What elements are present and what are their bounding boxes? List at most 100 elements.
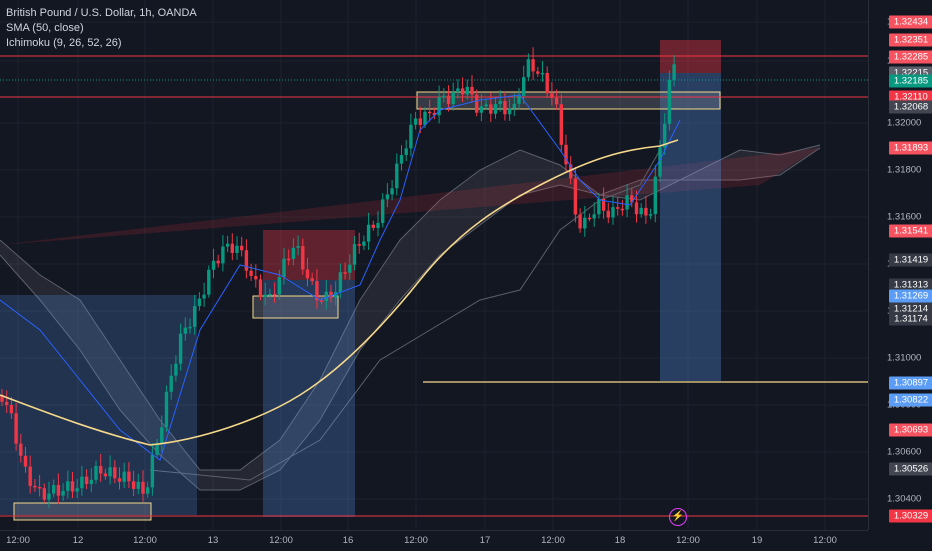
candle-body: [498, 100, 502, 105]
candle-body: [80, 476, 84, 489]
candle-body: [37, 486, 42, 489]
candle-body: [99, 466, 103, 474]
candle-body: [202, 294, 206, 299]
time-tick-label: 19: [751, 535, 763, 546]
price-tag[interactable]: 1.31893: [889, 141, 932, 155]
candle-body: [131, 481, 136, 489]
candle-body: [296, 246, 300, 248]
candle-body: [23, 455, 28, 467]
candle-body: [352, 244, 357, 265]
price-tick-label: 1.30600: [887, 446, 922, 458]
candle-body: [489, 104, 493, 114]
candle-body: [287, 258, 291, 261]
price-tag[interactable]: 1.31541: [889, 224, 932, 238]
price-tag[interactable]: 1.32351: [889, 33, 932, 47]
time-tick-label: 12:00: [676, 535, 700, 546]
long-position-box: [0, 295, 197, 515]
candle-body: [169, 375, 173, 392]
chart-legend: British Pound / U.S. Dollar, 1h, OANDA S…: [6, 6, 197, 51]
candle-body: [601, 198, 606, 211]
candle-body: [324, 291, 328, 302]
candle-body: [559, 104, 563, 145]
price-tag[interactable]: 1.32110: [889, 90, 932, 104]
price-tick-label: 1.32000: [887, 117, 922, 129]
candle-body: [522, 77, 526, 96]
ichimoku-lagging-span: [149, 149, 661, 481]
candle-body: [376, 223, 380, 228]
candle-body: [592, 214, 596, 219]
candle-body: [385, 194, 390, 200]
candle-body: [164, 391, 169, 428]
candle-body: [583, 217, 587, 229]
ichimoku-cloud-red: [0, 148, 820, 245]
candle-body: [155, 443, 159, 455]
candle-body: [597, 198, 601, 215]
price-axis[interactable]: 1.324001.322001.320001.318001.316001.314…: [868, 0, 932, 530]
candle-body: [620, 208, 625, 211]
price-tag[interactable]: 1.30526: [889, 462, 932, 476]
candle-body: [225, 243, 230, 247]
time-tick-label: 12:00: [6, 535, 30, 546]
candle-body: [381, 199, 385, 224]
candle-body: [235, 245, 239, 253]
price-tag[interactable]: 1.32185: [889, 74, 932, 88]
price-tag[interactable]: 1.31269: [889, 289, 932, 303]
target-zone-box: [660, 73, 721, 381]
candle-body: [117, 478, 122, 482]
lightning-icon[interactable]: ⚡: [669, 508, 687, 526]
candle-body: [446, 95, 451, 105]
candle-body: [122, 471, 126, 482]
candle-body: [573, 178, 578, 215]
price-tag[interactable]: 1.30822: [889, 393, 932, 407]
price-tag[interactable]: 1.31313: [889, 278, 932, 292]
candle-body: [479, 106, 484, 113]
candle-body: [84, 476, 89, 485]
candle-body: [484, 104, 488, 107]
price-tag[interactable]: 1.30897: [889, 376, 932, 390]
price-tag[interactable]: 1.32285: [889, 50, 932, 64]
candle-body: [33, 485, 37, 488]
price-tick-label: 1.31600: [887, 211, 922, 223]
price-tag[interactable]: 1.31419: [889, 253, 932, 267]
price-tag[interactable]: 1.30693: [889, 423, 932, 437]
ichimoku-indicator-label[interactable]: Ichimoku (9, 26, 52, 26): [6, 37, 122, 49]
candle-body: [136, 481, 140, 489]
candle-body: [531, 59, 535, 72]
candle-body: [587, 217, 592, 220]
chart-area[interactable]: British Pound / U.S. Dollar, 1h, OANDA S…: [0, 0, 868, 530]
price-tick-label: 1.31000: [887, 352, 922, 364]
candle-body: [442, 95, 446, 98]
price-chart[interactable]: [0, 0, 868, 530]
candle-body: [183, 327, 187, 334]
price-tag[interactable]: 1.32434: [889, 15, 932, 29]
price-tag[interactable]: 1.31214: [889, 302, 932, 316]
candle-body: [329, 291, 333, 298]
candle-body: [423, 111, 427, 125]
price-tag[interactable]: 1.30329: [889, 509, 932, 523]
candle-body: [207, 269, 211, 295]
resistance-zone: [416, 91, 721, 110]
candle-body: [554, 97, 559, 105]
candle-body: [291, 247, 296, 259]
candle-body: [197, 298, 202, 307]
candle-body: [404, 148, 408, 156]
candle-body: [146, 487, 150, 494]
candle-body: [19, 443, 23, 456]
candle-body: [14, 413, 18, 444]
candle-body: [61, 490, 65, 496]
candle-body: [334, 292, 338, 298]
time-tick-label: 12:00: [269, 535, 293, 546]
candle-body: [625, 195, 629, 210]
price-tag[interactable]: 1.32068: [889, 100, 932, 114]
candle-body: [315, 281, 319, 301]
symbol-title[interactable]: British Pound / U.S. Dollar, 1h, OANDA: [6, 7, 197, 19]
candle-body: [174, 363, 178, 376]
candle-body: [319, 300, 324, 302]
candle-body: [540, 72, 545, 75]
candle-body: [127, 471, 131, 482]
price-tag[interactable]: 1.31174: [889, 312, 932, 326]
time-axis[interactable]: 12:00 12 12:00 13 12:00 16 12:00 17 12:00 18 12:00…: [0, 530, 868, 551]
sma-indicator-label[interactable]: SMA (50, close): [6, 22, 84, 34]
candle-body: [263, 294, 267, 297]
candle-body: [611, 207, 615, 218]
